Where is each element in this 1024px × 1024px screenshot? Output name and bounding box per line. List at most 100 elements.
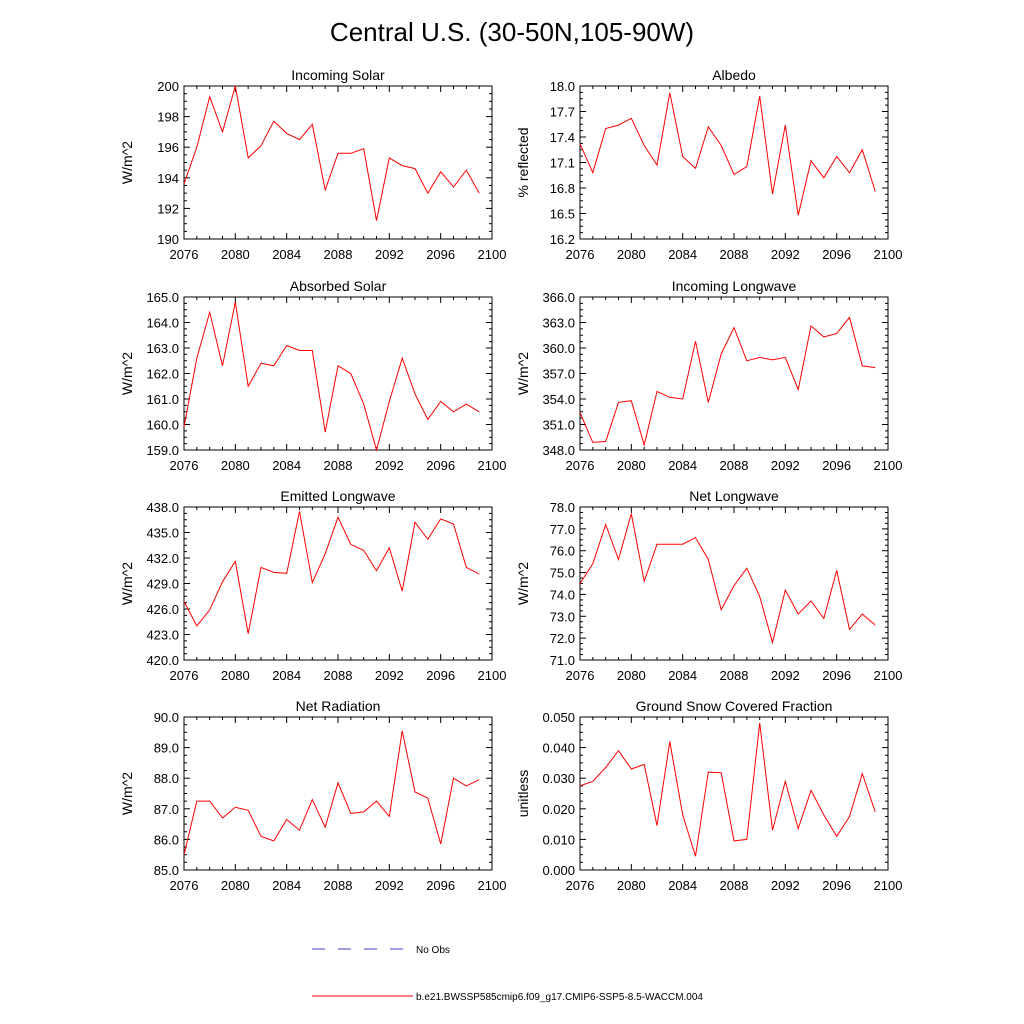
y-tick-label: 0.030 [542, 771, 575, 786]
x-tick-label: 2088 [324, 458, 353, 473]
plot-frame [183, 506, 493, 661]
x-tick-label: 2100 [478, 247, 507, 262]
x-tick-label: 2084 [668, 878, 697, 893]
chart-panel: Net Longwave W/m^2 2076 2080 2084 2088 2092 209… [515, 488, 902, 683]
y-tick-label: 429.0 [146, 577, 179, 592]
x-tick-label: 2084 [668, 668, 697, 683]
y-axis-label: W/m^2 [119, 352, 135, 395]
x-tick-label: 2100 [874, 458, 903, 473]
plot-frame [183, 716, 493, 871]
chart-panel: Emitted Longwave W/m^2 2076 2080 2084 2088 209… [119, 488, 506, 683]
series-line [183, 85, 480, 221]
y-tick-label: 73.0 [550, 609, 575, 624]
chart-panel: Ground Snow Covered Fraction unitless 2076… [515, 698, 902, 893]
x-tick-label: 2076 [170, 458, 199, 473]
series-line [183, 302, 480, 452]
y-tick-label: 18.0 [550, 79, 575, 94]
y-tick-label: 357.0 [542, 367, 575, 382]
legend: No Obs b.e21.BWSSP585cmip6.f09_g17.CMIP6… [312, 945, 703, 1003]
x-tick-label: 2076 [566, 878, 595, 893]
x-tick-label: 2092 [375, 458, 404, 473]
x-tick-label: 2084 [272, 247, 301, 262]
plot-frame [579, 716, 889, 871]
chart-title: Incoming Longwave [672, 278, 797, 294]
y-axis-label: W/m^2 [119, 141, 135, 184]
y-tick-label: 0.010 [542, 832, 575, 847]
series-line [183, 730, 480, 855]
x-tick-label: 2088 [720, 458, 749, 473]
y-tick-label: 89.0 [154, 741, 179, 756]
y-tick-label: 78.0 [550, 500, 575, 515]
y-axis-label: W/m^2 [119, 562, 135, 605]
x-tick-label: 2100 [478, 458, 507, 473]
y-tick-label: 87.0 [154, 802, 179, 817]
y-tick-label: 76.0 [550, 544, 575, 559]
y-tick-label: 420.0 [146, 653, 179, 668]
y-tick-label: 426.0 [146, 602, 179, 617]
plot-frame [579, 85, 889, 240]
y-tick-label: 85.0 [154, 863, 179, 878]
x-tick-label: 2100 [874, 247, 903, 262]
y-tick-label: 432.0 [146, 551, 179, 566]
y-tick-label: 0.000 [542, 863, 575, 878]
y-tick-label: 360.0 [542, 341, 575, 356]
x-tick-label: 2076 [170, 247, 199, 262]
plot-frame [183, 85, 493, 240]
chart-title: Net Radiation [296, 698, 381, 714]
y-axis-label: % reflected [515, 127, 531, 197]
plot-frame [579, 296, 889, 451]
y-tick-label: 17.4 [550, 130, 575, 145]
x-tick-label: 2080 [221, 878, 250, 893]
x-tick-label: 2092 [771, 247, 800, 262]
series-line [579, 92, 876, 216]
y-tick-label: 438.0 [146, 500, 179, 515]
x-tick-label: 2092 [771, 458, 800, 473]
y-axis-label: W/m^2 [119, 772, 135, 815]
chart-panel: Incoming Longwave W/m^2 2076 2080 2084 2088 20… [515, 278, 902, 473]
chart-title: Absorbed Solar [290, 278, 387, 294]
y-tick-label: 190 [157, 232, 179, 247]
x-tick-label: 2088 [720, 247, 749, 262]
chart-title: Net Longwave [689, 488, 779, 504]
y-tick-label: 163.0 [146, 341, 179, 356]
y-tick-label: 198 [157, 110, 179, 125]
y-tick-label: 16.5 [550, 207, 575, 222]
x-tick-label: 2096 [822, 247, 851, 262]
y-tick-label: 75.0 [550, 566, 575, 581]
x-tick-label: 2096 [426, 247, 455, 262]
x-tick-label: 2084 [668, 458, 697, 473]
y-tick-label: 200 [157, 79, 179, 94]
y-tick-label: 192 [157, 201, 179, 216]
chart-panel: Albedo % reflected 2076 2080 2084 2088 2092 209… [515, 67, 902, 262]
x-tick-label: 2080 [221, 458, 250, 473]
y-tick-label: 159.0 [146, 443, 179, 458]
series-line [579, 316, 876, 447]
x-tick-label: 2088 [324, 247, 353, 262]
y-tick-label: 160.0 [146, 418, 179, 433]
x-tick-label: 2076 [170, 878, 199, 893]
x-tick-label: 2084 [272, 458, 301, 473]
y-tick-label: 354.0 [542, 392, 575, 407]
y-axis-label: W/m^2 [515, 352, 531, 395]
x-tick-label: 2096 [822, 668, 851, 683]
x-tick-label: 2096 [426, 878, 455, 893]
x-tick-label: 2092 [771, 878, 800, 893]
x-tick-label: 2096 [426, 668, 455, 683]
x-tick-label: 2088 [720, 668, 749, 683]
y-tick-label: 435.0 [146, 526, 179, 541]
y-tick-label: 194 [157, 171, 179, 186]
chart-panel: Incoming Solar W/m^2 2076 2080 2084 2088 2092 2… [119, 67, 506, 262]
y-tick-label: 77.0 [550, 522, 575, 537]
x-tick-label: 2080 [617, 668, 646, 683]
x-tick-label: 2084 [272, 878, 301, 893]
y-tick-label: 88.0 [154, 771, 179, 786]
y-tick-label: 0.050 [542, 710, 575, 725]
y-axis-label: W/m^2 [515, 562, 531, 605]
x-tick-label: 2100 [874, 668, 903, 683]
y-tick-label: 16.8 [550, 181, 575, 196]
y-tick-label: 86.0 [154, 832, 179, 847]
y-tick-label: 363.0 [542, 316, 575, 331]
y-tick-label: 162.0 [146, 367, 179, 382]
figure-title: Central U.S. (30-50N,105-90W) [330, 17, 694, 47]
